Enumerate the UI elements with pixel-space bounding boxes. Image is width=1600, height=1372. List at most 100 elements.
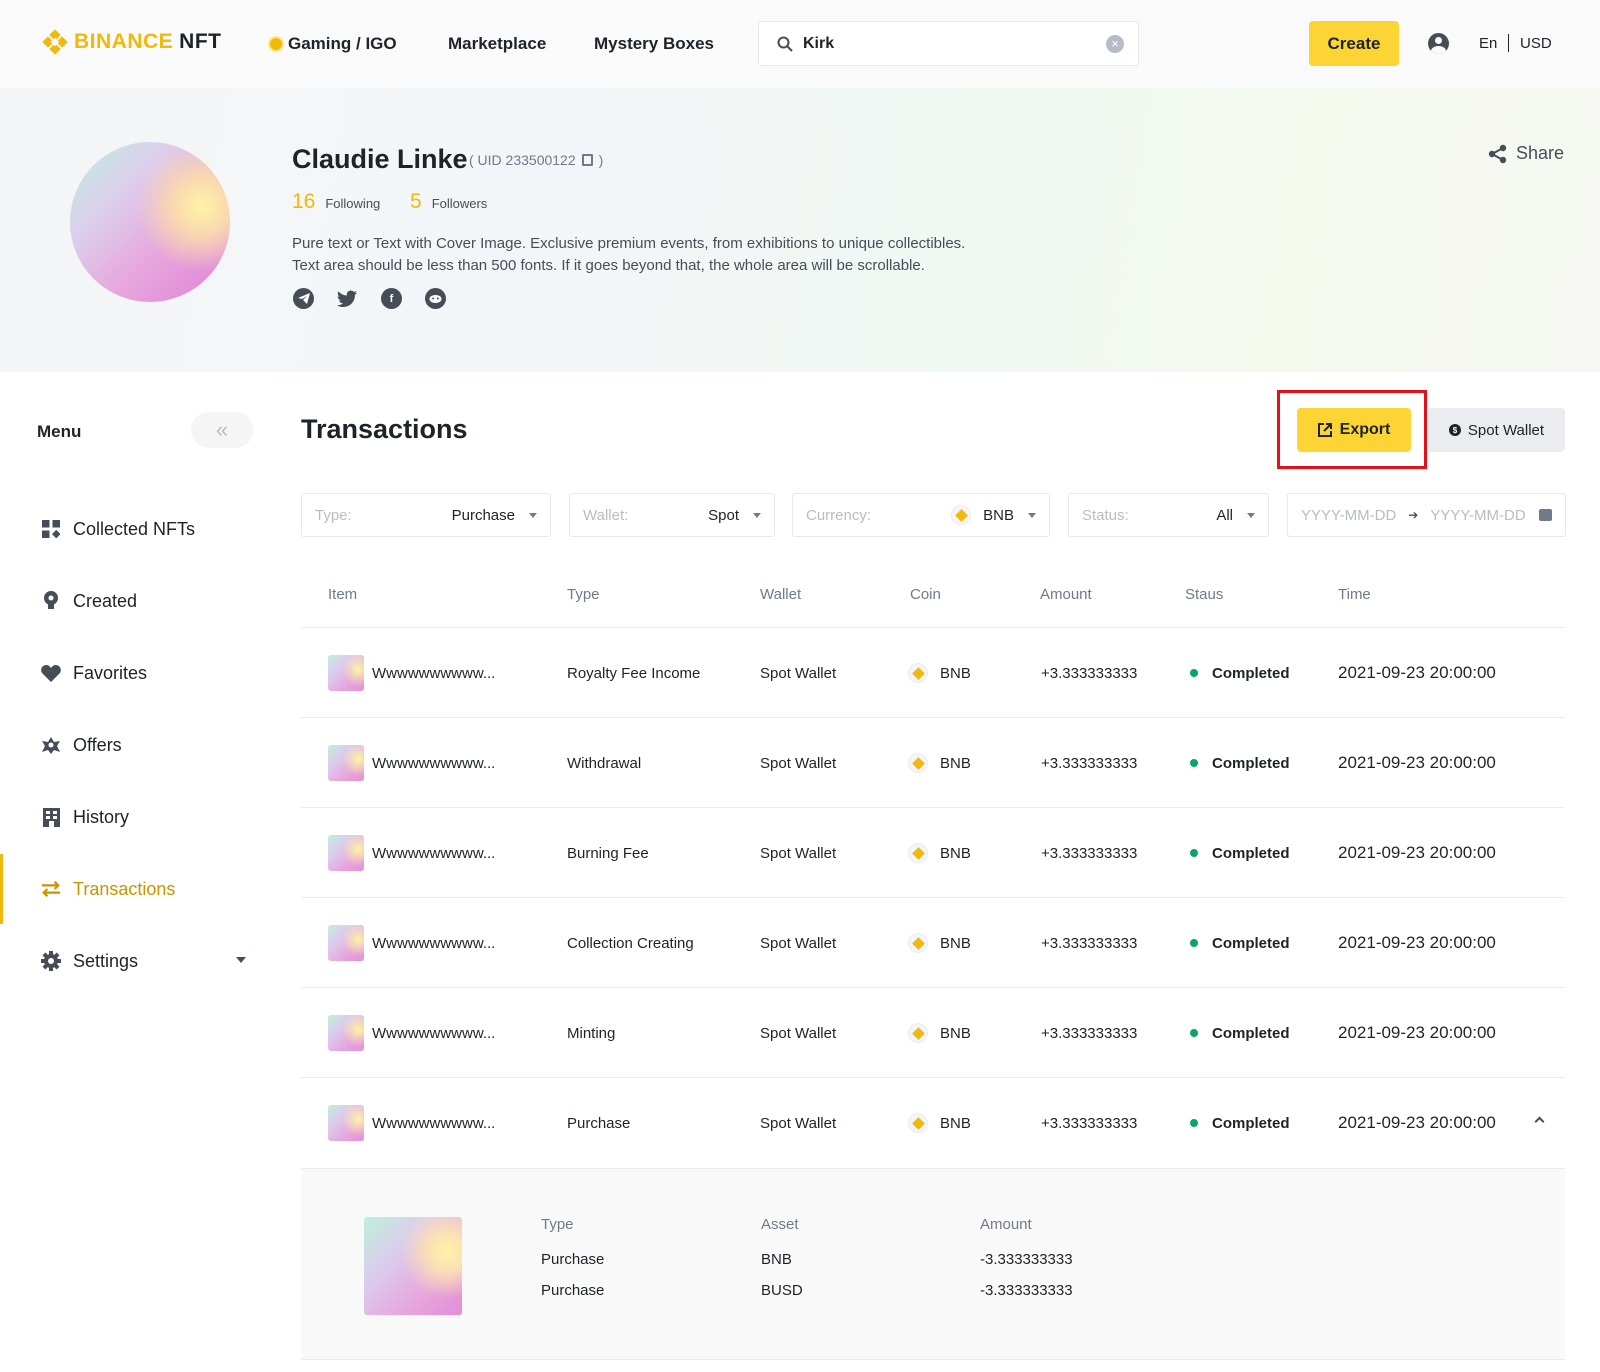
nft-thumbnail: [328, 745, 364, 781]
sidebar-item-offers[interactable]: Offers: [0, 720, 260, 770]
binance-logo-icon: [42, 29, 68, 55]
column-header-wallet: Wallet: [760, 586, 802, 603]
following-stat[interactable]: 16 Following: [292, 190, 380, 214]
currency-filter-select[interactable]: Currency: BNB: [792, 493, 1050, 537]
bnb-coin-icon: [908, 1113, 928, 1133]
tx-status: Completed: [1212, 1024, 1290, 1042]
status-filter-select[interactable]: Status: All: [1068, 493, 1269, 537]
start-date-input[interactable]: YYYY-MM-DD: [1301, 506, 1397, 524]
tx-wallet: Spot Wallet: [760, 754, 837, 772]
language-selector[interactable]: En: [1479, 35, 1498, 52]
status-dot-icon: [1190, 1119, 1198, 1127]
spot-wallet-button[interactable]: $ Spot Wallet: [1428, 408, 1565, 452]
twitter-icon[interactable]: [337, 288, 358, 309]
status-dot-icon: [1190, 669, 1198, 677]
tx-coin: BNB: [940, 1114, 971, 1132]
item-name: Wwwwwwwwww...: [372, 844, 496, 862]
heart-icon: [41, 663, 61, 683]
nav-mystery-boxes[interactable]: Mystery Boxes: [594, 34, 715, 53]
tx-type: Royalty Fee Income: [567, 664, 701, 682]
column-header-coin: Coin: [910, 586, 941, 603]
filter-label: Type:: [315, 506, 352, 524]
user-account-icon[interactable]: [1428, 33, 1449, 54]
tx-time: 2021-09-23 20:00:00: [1338, 663, 1496, 682]
tx-wallet: Spot Wallet: [760, 844, 837, 862]
sidebar-item-favorites[interactable]: Favorites: [0, 648, 260, 698]
copy-icon[interactable]: [581, 154, 593, 166]
share-button[interactable]: Share: [1488, 143, 1564, 164]
sidebar-item-collected-nfts[interactable]: Collected NFTs: [0, 504, 260, 554]
tx-wallet: Spot Wallet: [760, 664, 837, 682]
reddit-icon[interactable]: [425, 288, 446, 309]
tx-time: 2021-09-23 20:00:00: [1338, 843, 1496, 862]
sidebar-item-label: Collected NFTs: [73, 518, 196, 539]
swap-icon: [41, 879, 61, 899]
wallet-filter-select[interactable]: Wallet: Spot: [569, 493, 775, 537]
tx-status: Completed: [1212, 1114, 1290, 1132]
date-range-picker[interactable]: YYYY-MM-DD ➔ YYYY-MM-DD: [1287, 493, 1566, 537]
sidebar-item-label: Favorites: [73, 662, 148, 683]
bnb-coin-icon: [908, 1023, 928, 1043]
create-button[interactable]: Create: [1309, 21, 1399, 66]
bio-line: Pure text or Text with Cover Image. Excl…: [292, 235, 966, 252]
item-name: Wwwwwwwwww...: [372, 754, 496, 772]
detail-amount: -3.333333333: [980, 1282, 1073, 1299]
table-row[interactable]: Wwwwwwwwww... Burning Fee Spot Wallet BN…: [301, 807, 1565, 897]
telegram-icon[interactable]: [293, 288, 314, 309]
following-count: 16: [292, 190, 316, 213]
sidebar-item-label: Settings: [73, 950, 139, 971]
filter-label: Currency:: [806, 506, 872, 524]
uid-text: ( UID 233500122: [469, 152, 576, 168]
table-row[interactable]: Wwwwwwwwww... Minting Spot Wallet BNB +3…: [301, 987, 1565, 1077]
detail-type: Purchase: [541, 1251, 605, 1268]
facebook-icon[interactable]: f: [381, 288, 402, 309]
clear-search-icon[interactable]: ×: [1106, 34, 1124, 53]
search-input[interactable]: [803, 34, 1073, 53]
spot-wallet-label: Spot Wallet: [1467, 421, 1545, 439]
item-name: Wwwwwwwwww...: [372, 934, 496, 952]
column-header-amount: Amount: [1040, 586, 1092, 603]
bnb-coin-icon: [908, 843, 928, 863]
table-row[interactable]: Wwwwwwwwww... Collection Creating Spot W…: [301, 897, 1565, 987]
tx-type: Burning Fee: [567, 844, 649, 862]
currency-selector[interactable]: USD: [1520, 35, 1552, 52]
chevron-up-icon[interactable]: [1534, 1116, 1545, 1127]
export-button[interactable]: Export: [1297, 408, 1411, 452]
top-navigation-bar: BINANCE NFT Gaming / IGO Marketplace Myst…: [0, 0, 1600, 88]
collapse-sidebar-button[interactable]: «: [191, 412, 253, 448]
followers-label: Followers: [431, 196, 488, 211]
bnb-coin-icon: [908, 663, 928, 683]
sidebar-item-created[interactable]: Created: [0, 576, 260, 626]
sidebar-item-history[interactable]: History: [0, 792, 260, 842]
tx-type: Minting: [567, 1024, 616, 1042]
binance-nft-logo[interactable]: BINANCE NFT: [42, 29, 222, 55]
nav-marketplace[interactable]: Marketplace: [448, 34, 547, 53]
filter-label: Status:: [1082, 506, 1129, 524]
type-filter-select[interactable]: Type: Purchase: [301, 493, 551, 537]
tx-status: Completed: [1212, 664, 1290, 682]
bnb-coin-icon: [908, 753, 928, 773]
followers-stat[interactable]: 5 Followers: [410, 190, 487, 214]
calendar-icon: [1539, 509, 1552, 521]
share-label: Share: [1516, 143, 1565, 163]
nav-gaming-label: Gaming / IGO: [288, 34, 397, 53]
sidebar-item-label: Created: [73, 590, 138, 611]
bulb-icon: [41, 591, 61, 611]
sidebar-item-transactions[interactable]: Transactions: [0, 854, 260, 924]
tx-time: 2021-09-23 20:00:00: [1338, 753, 1496, 772]
tx-amount: +3.333333333: [1041, 934, 1138, 952]
nft-thumbnail: [328, 835, 364, 871]
search-box: ×: [758, 21, 1139, 66]
sidebar-item-label: Offers: [73, 734, 122, 755]
table-row[interactable]: Wwwwwwwwww... Withdrawal Spot Wallet BNB…: [301, 717, 1565, 807]
detail-asset: BNB: [761, 1251, 792, 1268]
nav-gaming-igo[interactable]: Gaming / IGO: [270, 34, 397, 54]
building-icon: [41, 807, 61, 827]
end-date-input[interactable]: YYYY-MM-DD: [1430, 506, 1526, 524]
sidebar-item-settings[interactable]: Settings: [0, 936, 260, 986]
following-label: Following: [325, 196, 381, 211]
tx-coin: BNB: [940, 664, 971, 682]
table-row[interactable]: Wwwwwwwwww... Royalty Fee Income Spot Wa…: [301, 627, 1565, 717]
status-dot-icon: [1190, 849, 1198, 857]
table-row-expanded[interactable]: Wwwwwwwwww... Purchase Spot Wallet BNB +…: [301, 1077, 1565, 1167]
